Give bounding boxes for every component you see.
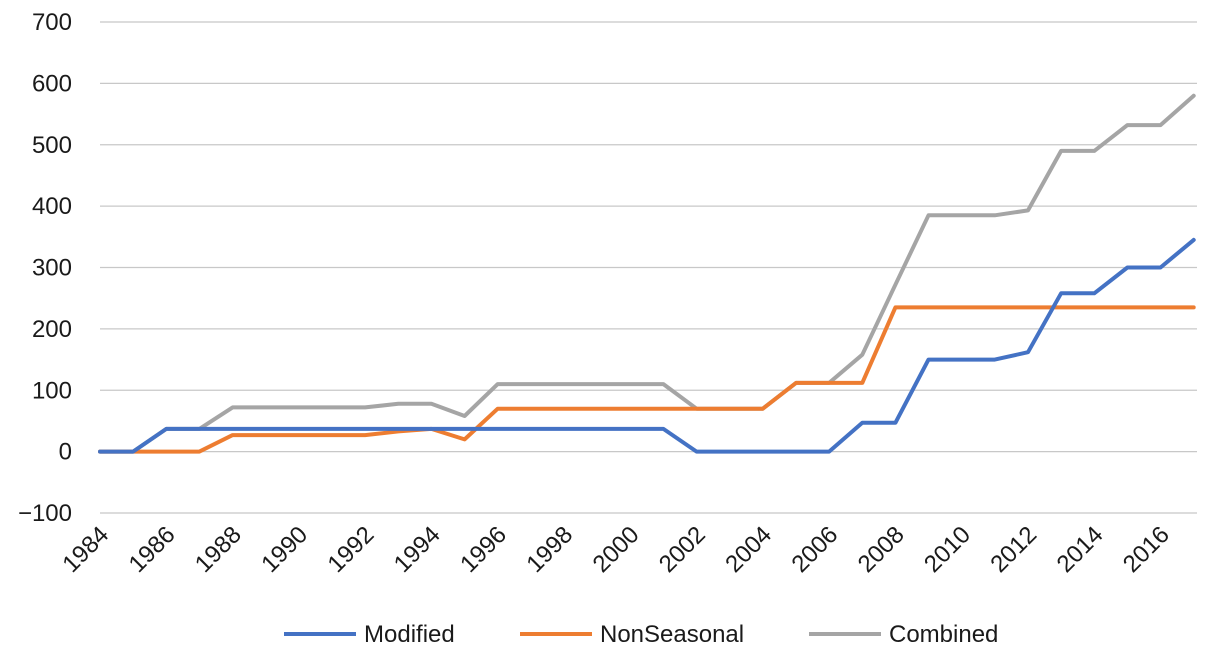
x-tick-label: 1990 — [256, 521, 313, 578]
x-tick-label: 2008 — [853, 521, 910, 578]
x-tick-label: 2010 — [919, 521, 976, 578]
x-tick-label: 2012 — [985, 521, 1042, 578]
x-tick-label: 2002 — [654, 521, 711, 578]
x-tick-label: 1998 — [521, 521, 578, 578]
series-lines — [98, 93, 1196, 454]
series-line-nonseasonal — [98, 305, 1196, 454]
x-tick-label: 1994 — [389, 521, 446, 578]
legend-label: NonSeasonal — [600, 621, 744, 648]
y-tick-label: −100 — [18, 500, 72, 527]
y-tick-label: 300 — [32, 255, 72, 282]
x-tick-label: 2004 — [720, 521, 777, 578]
x-tick-label: 1996 — [455, 521, 512, 578]
y-tick-label: 600 — [32, 70, 72, 97]
x-tick-label: 2014 — [1052, 521, 1109, 578]
y-tick-label: 200 — [32, 316, 72, 343]
legend-label: Combined — [889, 621, 998, 648]
x-axis-tick-labels: 1984 1986 1988 1990 1992 1994 1996 1998 2000 2002… — [57, 521, 1174, 578]
legend: Modified NonSeasonal Combined — [284, 621, 998, 648]
x-tick-label: 2000 — [588, 521, 645, 578]
y-tick-label: 500 — [32, 132, 72, 159]
x-tick-label: 2006 — [787, 521, 844, 578]
x-tick-label: 1988 — [190, 521, 247, 578]
gridlines — [100, 21, 1197, 514]
y-tick-label: 100 — [32, 377, 72, 404]
legend-item-modified: Modified — [284, 621, 455, 648]
x-tick-label: 1992 — [323, 521, 380, 578]
series-line-combined — [98, 93, 1196, 454]
series-line-modified — [98, 237, 1196, 454]
y-tick-label: 700 — [32, 9, 72, 36]
legend-item-nonseasonal: NonSeasonal — [520, 621, 744, 648]
x-tick-label: 1986 — [124, 521, 181, 578]
legend-label: Modified — [364, 621, 455, 648]
x-tick-label: 1984 — [57, 521, 114, 578]
y-tick-label: 0 — [59, 439, 72, 466]
x-tick-label: 2016 — [1118, 521, 1175, 578]
legend-item-combined: Combined — [809, 621, 998, 648]
y-tick-label: 400 — [32, 193, 72, 220]
y-axis-tick-labels: −100 0 100 200 300 400 500 600 700 — [18, 9, 72, 527]
